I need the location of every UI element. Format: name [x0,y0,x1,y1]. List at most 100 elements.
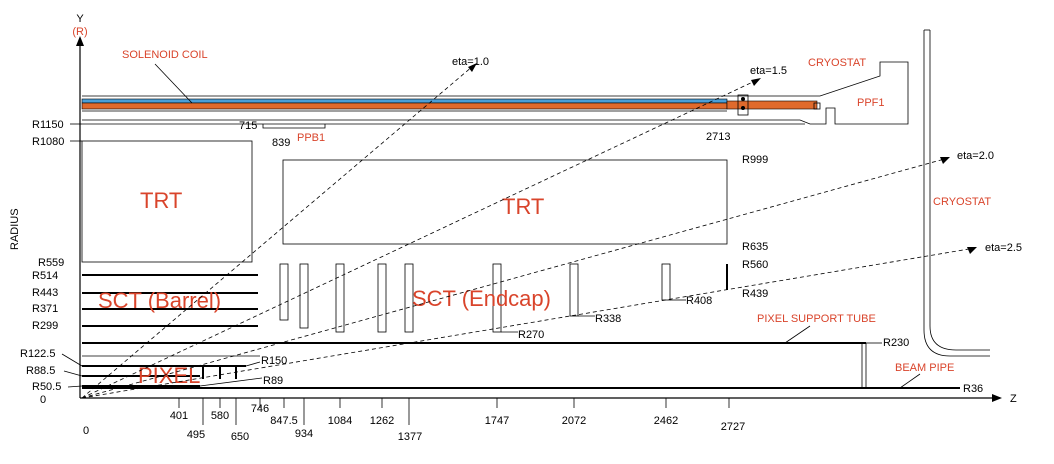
label-r270: R270 [518,329,544,341]
radius-side-label: RADIUS [9,208,21,250]
trt-endcap-label: TRT [502,194,544,219]
solenoid-leader [154,63,193,104]
solenoid-blue-layer [81,98,728,104]
label-r443: R443 [32,287,58,299]
cryostat-flange [737,94,749,116]
eta-line-1-5 [81,79,758,399]
y-axis-arrow [76,36,84,46]
z-label-650: 650 [231,431,249,443]
sct-disk-4 [377,263,387,333]
sct-disk-5 [404,263,414,333]
sct-barrel-label: SCT (Barrel) [98,288,221,313]
eta-2-5-label: eta=2.5 [985,242,1022,254]
pixel-support-leader [784,325,811,344]
cryostat-outline [82,61,909,125]
z-label-2713: 2713 [706,131,730,143]
beam-pipe-label: BEAM PIPE [895,362,954,374]
trt-barrel-box [81,140,253,263]
label-r1080: R1080 [32,136,64,148]
eta-1-5-arrow [751,78,761,86]
eta-line-1-0 [81,65,474,399]
z-label-1084: 1084 [328,415,352,427]
z-ticks: 401 580 746 847.5 1084 1262 1747 2072 24… [83,398,745,443]
label-r299: R299 [32,320,58,332]
ppb1-bracket [262,124,326,129]
y-axis-sub-label: (R) [72,26,87,38]
z-label-839: 839 [272,137,290,149]
ppf1-label: PPF1 [857,97,885,109]
label-r439: R439 [742,288,768,300]
beam-pipe-leader [899,373,921,389]
z-label-746: 746 [251,403,269,415]
label-r560: R560 [742,259,768,271]
z-label-401: 401 [170,410,188,422]
solenoid-coil [81,102,728,110]
ppb1-label: PPB1 [297,132,325,144]
label-r1150: R1150 [32,119,64,131]
flange-bolt-1 [741,97,745,101]
z-label-1747: 1747 [485,415,509,427]
sct-disk-3 [335,263,345,333]
z-label-847-5: 847.5 [270,415,298,427]
z-label-0: 0 [83,425,89,437]
solenoid-end [726,100,818,110]
eta-line-2-5 [81,247,976,399]
eta-1-5-label: eta=1.5 [750,65,787,77]
sct-disk-1 [279,263,289,321]
z-label-580: 580 [211,410,229,422]
sct-disk-2 [299,263,309,329]
z-label-2072: 2072 [562,415,586,427]
eta-2-0-label: eta=2.0 [957,150,994,162]
label-r122-5: R122.5 [20,348,55,360]
eta-1-0-arrow [468,63,477,72]
cryostat-top-label: CRYOSTAT [808,57,866,69]
left-radius-labels: R1150 R1080 R559 R514 R443 R371 R299 R12… [20,119,83,406]
cryostat-right-wall-outer [923,30,990,357]
trt-barrel-label: TRT [140,188,182,213]
pixel-support-tube-label: PIXEL SUPPORT TUBE [757,313,876,325]
tick-r88-5 [63,370,83,377]
eta-1-0-label: eta=1.0 [452,56,489,68]
r89-leader [199,377,263,387]
sct-disk-7 [569,263,579,317]
tick-r122-5 [61,353,83,367]
label-zero-radius: 0 [40,394,46,406]
label-r559: R559 [38,257,64,269]
label-r371: R371 [32,303,58,315]
label-r150: R150 [261,355,287,367]
label-r408: R408 [686,295,712,307]
z-axis-label: Z [1010,393,1017,405]
tick-r50-5 [67,385,83,388]
z-label-934: 934 [295,428,313,440]
label-r999: R999 [742,154,768,166]
cryostat-bolt [813,102,821,110]
z-label-2462: 2462 [654,415,678,427]
pixel-label: PIXEL [138,363,200,388]
sct-endcap-label: SCT (Endcap) [412,286,551,311]
label-r338: R338 [595,313,621,325]
y-axis-label: Y [76,13,84,25]
sct-disk-6 [492,263,502,333]
label-r230: R230 [883,337,909,349]
z-axis-arrow [992,394,1002,402]
flange-bolt-2 [741,106,745,110]
eta-line-2-0 [81,157,949,399]
z-label-495: 495 [187,429,205,441]
label-r635: R635 [742,241,768,253]
r150-leader [245,361,261,367]
cryostat-side-label: CRYOSTAT [933,196,991,208]
z-label-2727: 2727 [721,421,745,433]
eta-2-0-arrow [940,157,950,164]
z-label-1377: 1377 [398,431,422,443]
label-r89: R89 [263,375,283,387]
label-r88-5: R88.5 [26,365,55,377]
eta-2-5-arrow [967,247,977,254]
z-label-1262: 1262 [370,415,394,427]
label-r36: R36 [963,383,983,395]
z-label-715: 715 [239,120,257,132]
trt-endcap-box [282,159,728,245]
solenoid-label: SOLENOID COIL [122,49,208,61]
label-r514: R514 [32,270,58,282]
cryostat-right-wall-inner [929,30,990,351]
